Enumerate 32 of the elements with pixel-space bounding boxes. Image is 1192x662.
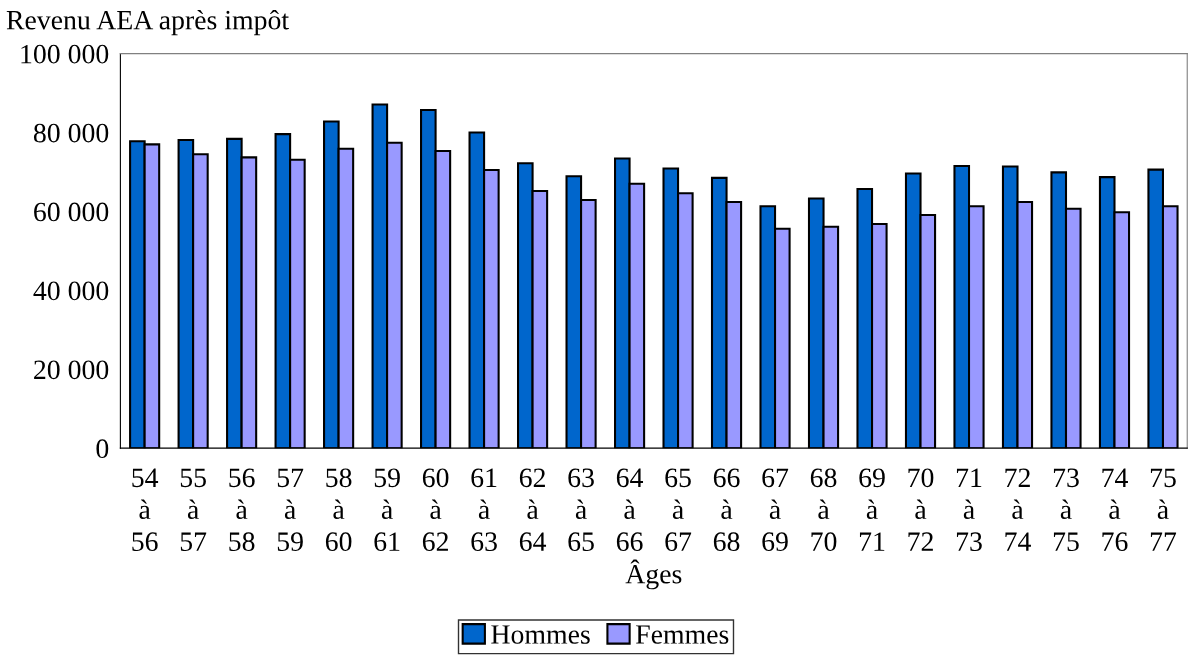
x-tick-label: 56 à 58	[229, 468, 255, 552]
x-tick-label: 55 à 57	[180, 468, 207, 552]
x-tick-label: 72 à 74	[1005, 468, 1031, 551]
x-tick-label: 73 à 75	[1053, 468, 1079, 552]
x-tick-label: 54 à 56	[132, 468, 159, 552]
x-tick-label: 60 à 62	[422, 468, 449, 552]
y-tick-label: 20 000	[34, 360, 109, 380]
x-tick-label: 71 à 73	[956, 468, 982, 552]
x-tick-label: 68 à 70	[810, 468, 837, 552]
y-tick-label: 0	[96, 439, 109, 459]
x-tick-label: 69 à 71	[859, 468, 885, 551]
x-tick-label: 63 à 65	[568, 468, 594, 552]
y-axis-title: Revenu AEA après impôt	[6, 9, 289, 36]
x-tick-label: 74 à 76	[1102, 468, 1128, 552]
y-tick-label: 100 000	[21, 44, 109, 64]
x-tick-label: 65 à 67	[665, 468, 692, 552]
x-tick-label: 62 à 64	[519, 468, 547, 552]
x-tick-label: 58 à 60	[325, 468, 352, 552]
x-tick-label: 67 à 69	[762, 468, 789, 552]
x-tick-label: 66 à 68	[713, 468, 740, 552]
x-axis-title: Âges	[625, 559, 682, 590]
x-tick-label: 70 à 72	[908, 468, 934, 551]
legend-label: Hommes	[491, 625, 590, 644]
x-tick-label: 64 à 66	[616, 468, 644, 552]
legend-label: Femmes	[636, 625, 729, 644]
y-tick-label: 40 000	[33, 281, 109, 301]
y-tick-label: 80 000	[33, 123, 109, 143]
x-tick-label: 57 à 59	[277, 468, 304, 552]
y-tick-label: 60 000	[34, 202, 109, 222]
x-tick-label: 61 à 63	[471, 468, 497, 552]
x-tick-label: 59 à 61	[374, 468, 400, 552]
x-tick-label: 75 à 77	[1150, 468, 1177, 551]
